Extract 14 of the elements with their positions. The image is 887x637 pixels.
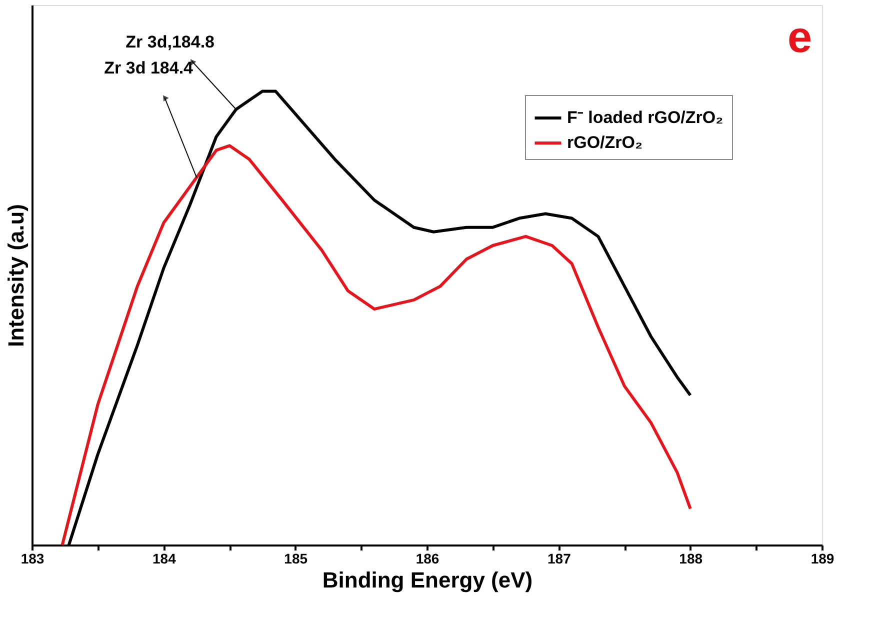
x-tick-label: 188 <box>679 550 703 566</box>
x-tick-label: 189 <box>810 550 834 566</box>
annotation: Zr 3d 184.4 <box>104 58 194 78</box>
x-tick-label: 183 <box>20 550 44 566</box>
x-tick-label: 186 <box>416 550 440 566</box>
y-axis-title: Intensity (a.u) <box>4 204 28 348</box>
text: e <box>788 13 812 62</box>
x-tick-label: 184 <box>152 550 176 566</box>
annotation: Zr 3d,184.8 <box>126 32 214 52</box>
x-tick-label: 187 <box>547 550 572 566</box>
x-tick-label: 185 <box>284 550 308 566</box>
legend-label: F⁻ loaded rGO/ZrO₂ <box>567 108 724 127</box>
x-axis-title: Binding Energy (eV) <box>322 568 533 592</box>
legend-label: rGO/ZrO₂ <box>567 133 643 152</box>
